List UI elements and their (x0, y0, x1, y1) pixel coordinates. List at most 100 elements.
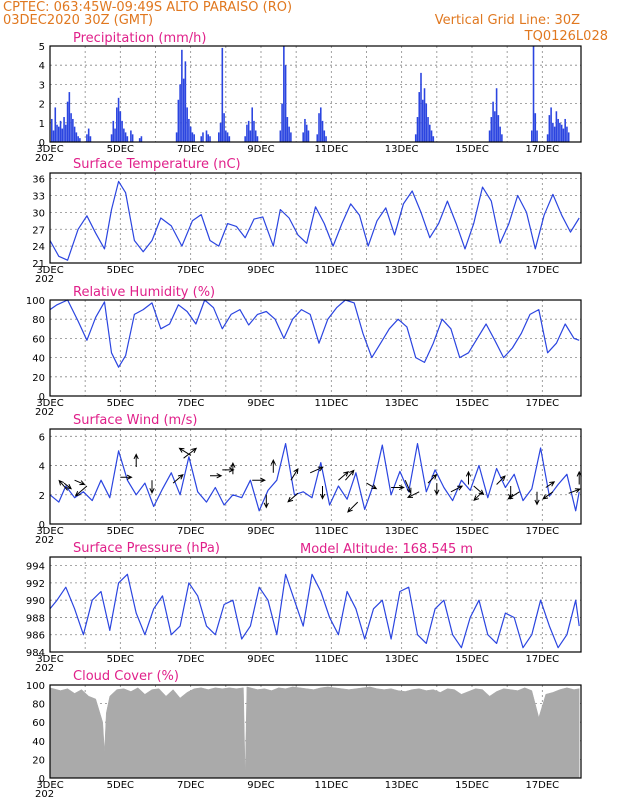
precip-bar (175, 132, 178, 142)
wind-arrow (222, 467, 235, 473)
y-tick-label: 2 (39, 100, 45, 111)
precip-bar (124, 132, 127, 142)
precip-bar (418, 92, 421, 142)
precip-bar (416, 117, 419, 142)
precip-bar (59, 120, 62, 142)
y-tick-label: 5 (39, 42, 45, 53)
precip-bar (209, 136, 211, 142)
precip-bar (249, 130, 252, 142)
y-tick-label: 4 (39, 462, 45, 473)
panel-temp: Surface Temperature (nC) 21 24 27 30 33 36 3DEC… (32, 157, 582, 285)
wind-arrow (149, 480, 155, 494)
precip-bar (188, 118, 190, 142)
precip-bar (548, 115, 551, 142)
wind-arrow (252, 477, 266, 483)
y-tick-label: 6 (39, 432, 45, 443)
y-tick-label: 990 (26, 596, 45, 607)
wind-arrow (434, 483, 440, 496)
wind-arrow (406, 491, 420, 498)
wind-arrow (74, 479, 86, 486)
x-tick-label: 13DEC (385, 654, 419, 665)
precip-bar (546, 134, 549, 142)
x-tick-label: 17DEC (525, 265, 559, 276)
panel-frame (49, 45, 582, 143)
precip-bar (181, 49, 183, 143)
precip-bar (140, 136, 143, 142)
precip-bar (130, 130, 132, 142)
x-tick-label: 15DEC (455, 265, 489, 276)
x-tick-label: 3DEC (36, 780, 63, 791)
wind-arrow (568, 488, 581, 494)
precip-bar (567, 132, 570, 142)
precip-bar (193, 134, 195, 142)
precip-bar (432, 136, 435, 142)
y-tick-label: 992 (26, 579, 45, 590)
x-year-stub: 202 (35, 407, 54, 418)
precip-bar (307, 130, 310, 142)
temp-series-line (49, 180, 580, 261)
precip-bar (112, 120, 115, 142)
x-tick-label: 7DEC (177, 398, 204, 409)
x-tick-label: 13DEC (385, 780, 419, 791)
x-tick-label: 9DEC (247, 526, 274, 537)
precip-bar (323, 130, 326, 142)
precip-bar (117, 97, 120, 142)
x-tick-label: 3DEC (36, 526, 63, 537)
y-tick-label: 24 (32, 242, 45, 253)
wind-arrow (465, 470, 472, 485)
precip-bar (427, 117, 429, 142)
precip-bar (530, 130, 533, 142)
cloud-area (49, 686, 580, 779)
precip-bar (497, 115, 500, 142)
precip-bar (87, 128, 90, 142)
precip-bar (61, 128, 64, 142)
x-tick-label: 15DEC (455, 654, 489, 665)
y-tick-label: 0 (39, 392, 45, 403)
panel-wind: Surface Wind (m/s) 0 2 4 6 3DEC 5DEC 7DEC 9DEC 11… (35, 413, 582, 546)
x-tick-label: 5DEC (107, 144, 134, 155)
wind-arrow (473, 485, 485, 496)
precip-bar (79, 138, 81, 142)
x-tick-label: 11DEC (314, 398, 348, 409)
precip-bar (564, 118, 566, 142)
precip-bar (559, 122, 561, 142)
precip-bar (121, 120, 123, 142)
wind-arrow (133, 453, 139, 467)
precip-bar (221, 47, 224, 142)
precip-bar (110, 134, 113, 142)
y-tick-label: 100 (26, 296, 45, 307)
x-tick-label: 17DEC (525, 398, 559, 409)
precip-bar (499, 126, 501, 142)
precip-bar (288, 126, 290, 142)
wind-arrow (366, 482, 378, 490)
y-tick-label: 1 (39, 119, 45, 130)
wind-arrow (210, 473, 223, 479)
x-tick-label: 9DEC (247, 654, 274, 665)
y-tick-label: 40 (32, 354, 45, 365)
y-tick-label: 4 (39, 61, 45, 72)
wind-arrow (427, 473, 438, 484)
x-tick-label: 13DEC (385, 526, 419, 537)
precip-bar (560, 124, 563, 142)
precip-bar (179, 84, 181, 142)
precip-bar (225, 130, 227, 142)
x-tick-label: 15DEC (455, 144, 489, 155)
x-year-stub: 202 (35, 153, 54, 164)
y-tick-label: 36 (32, 175, 45, 186)
y-tick-label: 0 (39, 138, 45, 149)
precip-bar (284, 65, 287, 142)
precip-bar (52, 130, 55, 142)
panel-title-press: Surface Pressure (hPa) (73, 541, 220, 556)
precip-bar (283, 46, 285, 142)
y-tick-label: 80 (32, 315, 45, 326)
precip-bar (65, 124, 67, 142)
y-tick-label: 60 (32, 718, 45, 729)
y-tick-label: 984 (26, 648, 45, 659)
y-tick-label: 20 (32, 373, 45, 384)
wind-arrow (74, 485, 88, 497)
wind-arrow (178, 447, 191, 456)
x-tick-label: 15DEC (455, 526, 489, 537)
wind-arrow (290, 468, 299, 481)
precip-bar (553, 126, 556, 142)
